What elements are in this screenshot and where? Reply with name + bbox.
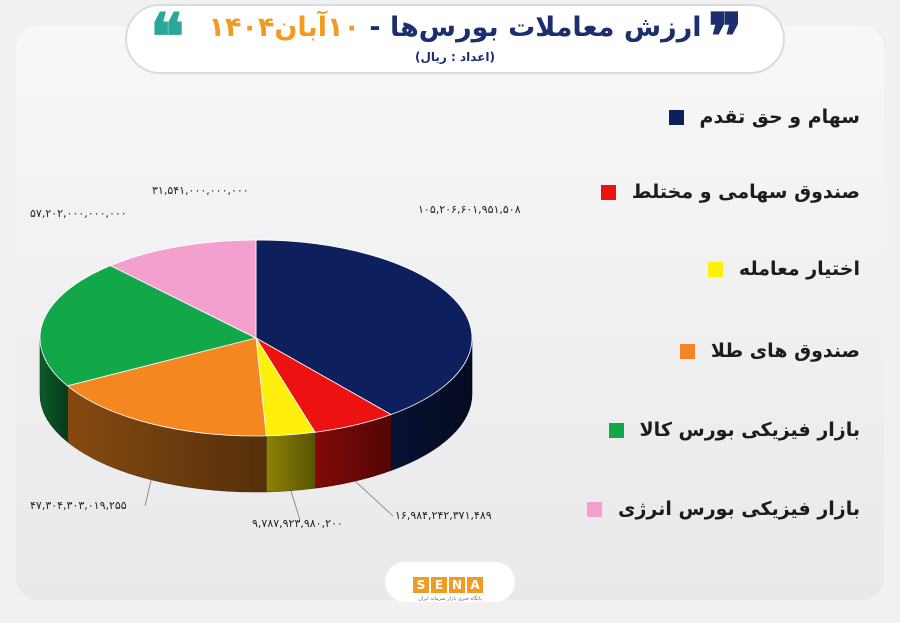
legend-label: سهام و حق تقدم	[699, 106, 860, 128]
leader-line	[144, 479, 152, 507]
close-quote-icon: ❞	[708, 0, 743, 75]
value-label: ۳۱,۵۴۱,۰۰۰,۰۰۰,۰۰۰	[152, 184, 249, 197]
value-label: ۴۷,۳۰۴,۳۰۳,۰۱۹,۲۵۵	[30, 499, 127, 512]
legend-item-energy: بازار فیزیکی بورس انرژی	[587, 494, 860, 524]
legend-label: اختیار معامله	[738, 258, 860, 280]
legend-label: صندوق های طلا	[710, 340, 860, 362]
value-label: ۵۷,۲۰۲,۰۰۰,۰۰۰,۰۰۰	[30, 207, 127, 220]
value-label: ۱۰۵,۲۰۶,۶۰۱,۹۵۱,۵۰۸	[418, 203, 521, 216]
pie-slice-side	[265, 431, 316, 493]
value-label: ۹,۷۸۷,۹۲۳,۹۸۰,۲۰۰	[252, 517, 343, 530]
logo-letter: S	[413, 577, 429, 593]
legend-label: بازار فیزیکی بورس انرژی	[618, 498, 860, 520]
legend-item-stocks: سهام و حق تقدم	[600, 102, 860, 132]
value-label: ۱۶,۹۸۴,۲۴۲,۳۷۱,۴۸۹	[395, 509, 492, 522]
open-quote-icon: ❝	[150, 0, 185, 75]
pie-slice	[66, 337, 267, 437]
legend-label: صندوق سهامی و مختلط	[631, 181, 860, 203]
pie-tops	[39, 239, 473, 437]
leader-line	[354, 480, 394, 517]
chart-legend: سهام و حق تقدم صندوق سهامی و مختلط اختیا…	[587, 96, 860, 536]
legend-swatch	[608, 422, 624, 438]
logo-letter: A	[467, 577, 483, 593]
title-main: ارزش معاملات بورس‌ها -	[369, 12, 702, 43]
pie-slice	[109, 239, 257, 339]
pie-value-labels: ۱۰۵,۲۰۶,۶۰۱,۹۵۱,۵۰۸ ۱۶,۹۸۴,۲۴۲,۳۷۱,۴۸۹ ۹,۷…	[30, 184, 521, 530]
legend-item-equity-funds: صندوق سهامی و مختلط	[600, 177, 860, 207]
legend-swatch	[707, 261, 723, 277]
legend-swatch	[600, 184, 616, 200]
legend-item-gold-funds: صندوق های طلا	[600, 336, 860, 366]
title-date: ۱۰آبان۱۴۰۴	[208, 12, 360, 43]
legend-label: بازار فیزیکی بورس کالا	[639, 419, 860, 441]
chart-subtitle: (اعداد : ریال)	[415, 50, 495, 64]
legend-swatch	[587, 501, 603, 517]
leader-line	[290, 490, 301, 521]
legend-swatch	[679, 343, 695, 359]
pie-sides	[39, 337, 473, 493]
logo-tagline: پایگاه خبری بازار سرمایه ایران	[418, 596, 482, 602]
legend-item-options: اختیار معامله	[600, 254, 860, 284]
pie-slice	[255, 239, 473, 415]
legend-item-commodity: بازار فیزیکی بورس کالا	[600, 415, 860, 445]
chart-title: ارزش معاملات بورس‌ها - ۱۰آبان۱۴۰۴	[127, 12, 783, 43]
logo-letter: E	[431, 577, 447, 593]
logo-letter: N	[449, 577, 465, 593]
legend-swatch	[668, 109, 684, 125]
pie-slice	[39, 265, 258, 387]
title-banner: ارزش معاملات بورس‌ها - ۱۰آبان۱۴۰۴ (اعداد…	[125, 4, 785, 74]
sena-logo: S E N A	[413, 577, 485, 593]
